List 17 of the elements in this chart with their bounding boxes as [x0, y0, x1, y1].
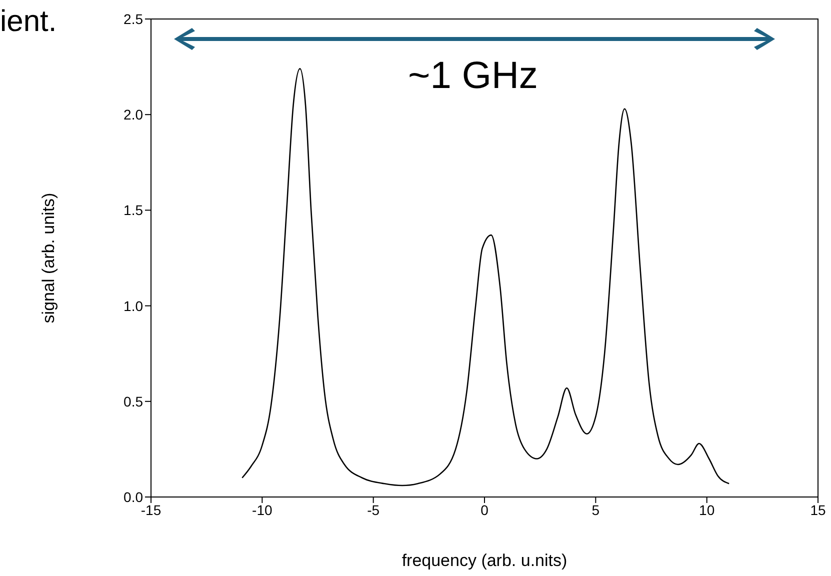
x-tick-label: -15: [140, 502, 162, 518]
x-tick-label: 5: [592, 502, 600, 518]
x-tick-label: 15: [810, 502, 826, 518]
x-axis-title: frequency (arb. u.nits): [402, 551, 568, 570]
x-tick-label: -5: [367, 502, 380, 518]
x-tick-label: 10: [699, 502, 715, 518]
y-tick-label: 2.0: [124, 106, 144, 123]
y-tick-label: 0.0: [124, 488, 144, 505]
annotation: ~1 GHz: [408, 55, 538, 97]
y-tick-label: 1.5: [124, 202, 144, 218]
y-axis-title: signal (arb. units): [39, 192, 58, 324]
x-tick-label: 0: [480, 502, 489, 518]
y-tick-label: 2.5: [124, 10, 144, 27]
x-tick-label: -10: [252, 502, 272, 518]
text: ient.: [0, 5, 57, 38]
y-tick-label: 0.5: [124, 393, 144, 410]
y-tick-label: 1.0: [124, 298, 144, 314]
